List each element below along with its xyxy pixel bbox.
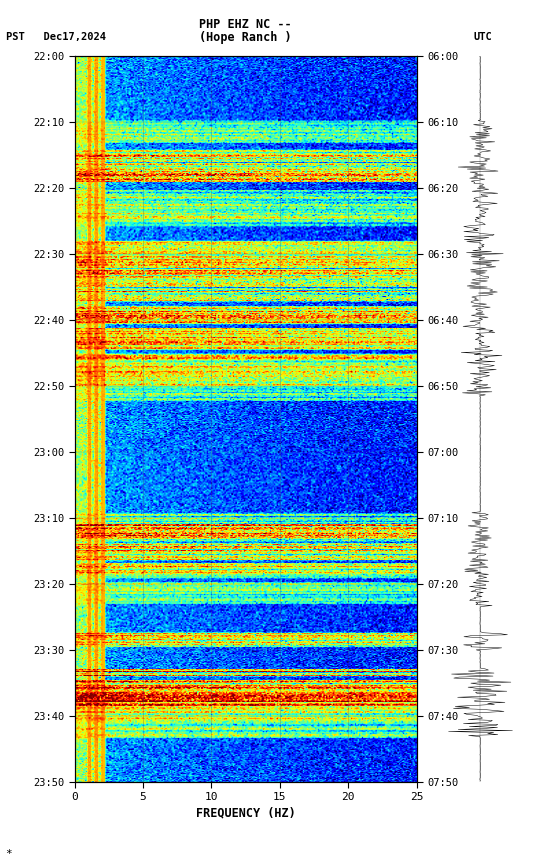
Text: (Hope Ranch ): (Hope Ranch ) [199,30,292,44]
Text: *: * [6,849,12,859]
Text: PHP EHZ NC --: PHP EHZ NC -- [199,17,292,31]
Text: PST   Dec17,2024: PST Dec17,2024 [6,32,105,42]
Text: UTC: UTC [474,32,492,42]
X-axis label: FREQUENCY (HZ): FREQUENCY (HZ) [196,806,295,819]
